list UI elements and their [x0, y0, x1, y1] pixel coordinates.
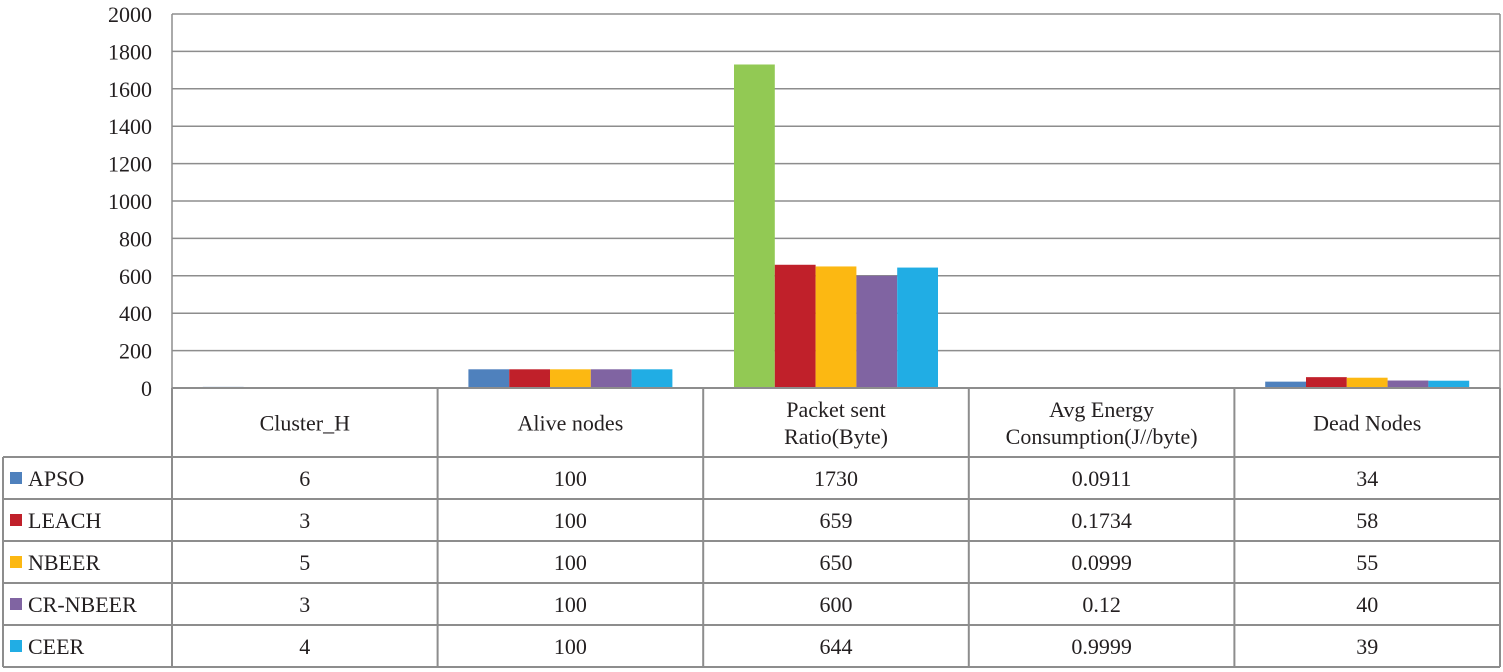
bar-apso-packet-sent-ratio-byte — [734, 64, 775, 389]
table-cell-cr-nbeer-3: 0.12 — [1082, 592, 1121, 617]
table-cell-nbeer-2: 650 — [820, 550, 853, 575]
table-cell-ceer-3: 0.9999 — [1071, 634, 1132, 659]
y-tick-label-2000: 2000 — [108, 2, 152, 27]
table-cell-cr-nbeer-1: 100 — [554, 592, 587, 617]
y-tick-label-1000: 1000 — [108, 189, 152, 214]
table-cell-cr-nbeer-2: 600 — [820, 592, 853, 617]
y-tick-label-400: 400 — [119, 301, 152, 326]
category-label-cluster-h: Cluster_H — [260, 411, 351, 436]
table-cell-nbeer-4: 55 — [1356, 550, 1378, 575]
bars — [202, 64, 1470, 389]
category-label-dead-nodes: Dead Nodes — [1313, 411, 1421, 436]
table-cell-ceer-2: 644 — [820, 634, 853, 659]
legend-swatch-apso — [10, 472, 22, 484]
bar-ceer-packet-sent-ratio-byte — [897, 267, 938, 388]
table-cell-nbeer-0: 5 — [299, 550, 310, 575]
data-table: Cluster_H Alive nodes Packet sent Ratio(Byt… — [2, 387, 1501, 668]
y-tick-label-200: 200 — [119, 339, 152, 364]
bar-cr-nbeer-alive-nodes — [590, 369, 632, 388]
bar-nbeer-dead-nodes — [1346, 377, 1388, 388]
legend-swatch-nbeer — [10, 556, 22, 568]
bar-leach-dead-nodes — [1306, 377, 1347, 388]
table-cell-apso-2: 1730 — [814, 466, 858, 491]
table-cell-apso-1: 100 — [554, 466, 587, 491]
y-axis-ticks: 0 200 400 600 800 1000 1200 1400 1600 1800 2000 — [108, 2, 152, 401]
bar-ceer-dead-nodes — [1428, 380, 1470, 388]
bar-cr-nbeer-dead-nodes — [1387, 380, 1429, 388]
table-cell-ceer-4: 39 — [1356, 634, 1378, 659]
category-label-alive-nodes: Alive nodes — [518, 411, 624, 436]
gridlines — [171, 13, 1501, 389]
table-cell-apso-3: 0.0911 — [1072, 466, 1132, 491]
y-tick-label-800: 800 — [119, 226, 152, 251]
table-cell-leach-4: 58 — [1356, 508, 1378, 533]
bar-ceer-alive-nodes — [631, 369, 673, 388]
table-cell-apso-4: 34 — [1356, 466, 1378, 491]
table-cell-nbeer-1: 100 — [554, 550, 587, 575]
table-cell-cr-nbeer-0: 3 — [299, 592, 310, 617]
y-tick-label-1800: 1800 — [108, 39, 152, 64]
bar-leach-alive-nodes — [509, 369, 550, 388]
table-cell-apso-0: 6 — [299, 466, 310, 491]
bar-leach-packet-sent-ratio-byte — [774, 264, 816, 388]
table-cell-leach-2: 659 — [820, 508, 853, 533]
legend-label-apso: APSO — [28, 466, 84, 491]
table-cell-cr-nbeer-4: 40 — [1356, 592, 1378, 617]
legend-label-nbeer: NBEER — [28, 550, 100, 575]
bar-apso-alive-nodes — [468, 369, 510, 388]
table-cell-ceer-0: 4 — [299, 634, 310, 659]
category-label-packet-sent-ratio-byte: Packet sent Ratio(Byte) — [784, 397, 888, 449]
bar-apso-dead-nodes — [1265, 381, 1306, 388]
y-tick-label-600: 600 — [119, 264, 152, 289]
y-tick-label-0: 0 — [141, 376, 152, 401]
legend-label-leach: LEACH — [28, 508, 101, 533]
table-cell-leach-3: 0.1734 — [1071, 508, 1132, 533]
y-tick-label-1400: 1400 — [108, 114, 152, 139]
bar-cr-nbeer-packet-sent-ratio-byte — [856, 275, 898, 388]
legend-label-ceer: CEER — [28, 634, 85, 659]
legend-label-cr-nbeer: CR-NBEER — [28, 592, 137, 617]
legend-swatch-cr-nbeer — [10, 598, 22, 610]
category-label-avg-energy-consumption-j-byte: Avg Energy Consumption(J//byte) — [1006, 397, 1198, 449]
table-cell-ceer-1: 100 — [554, 634, 587, 659]
y-tick-label-1600: 1600 — [108, 77, 152, 102]
legend-swatch-leach — [10, 514, 22, 526]
bar-nbeer-alive-nodes — [550, 369, 591, 388]
table-cell-leach-1: 100 — [554, 508, 587, 533]
table-cell-nbeer-3: 0.0999 — [1071, 550, 1132, 575]
y-tick-label-1200: 1200 — [108, 152, 152, 177]
bar-nbeer-packet-sent-ratio-byte — [815, 266, 857, 388]
legend-swatch-ceer — [10, 640, 22, 652]
table-cell-leach-0: 3 — [299, 508, 310, 533]
